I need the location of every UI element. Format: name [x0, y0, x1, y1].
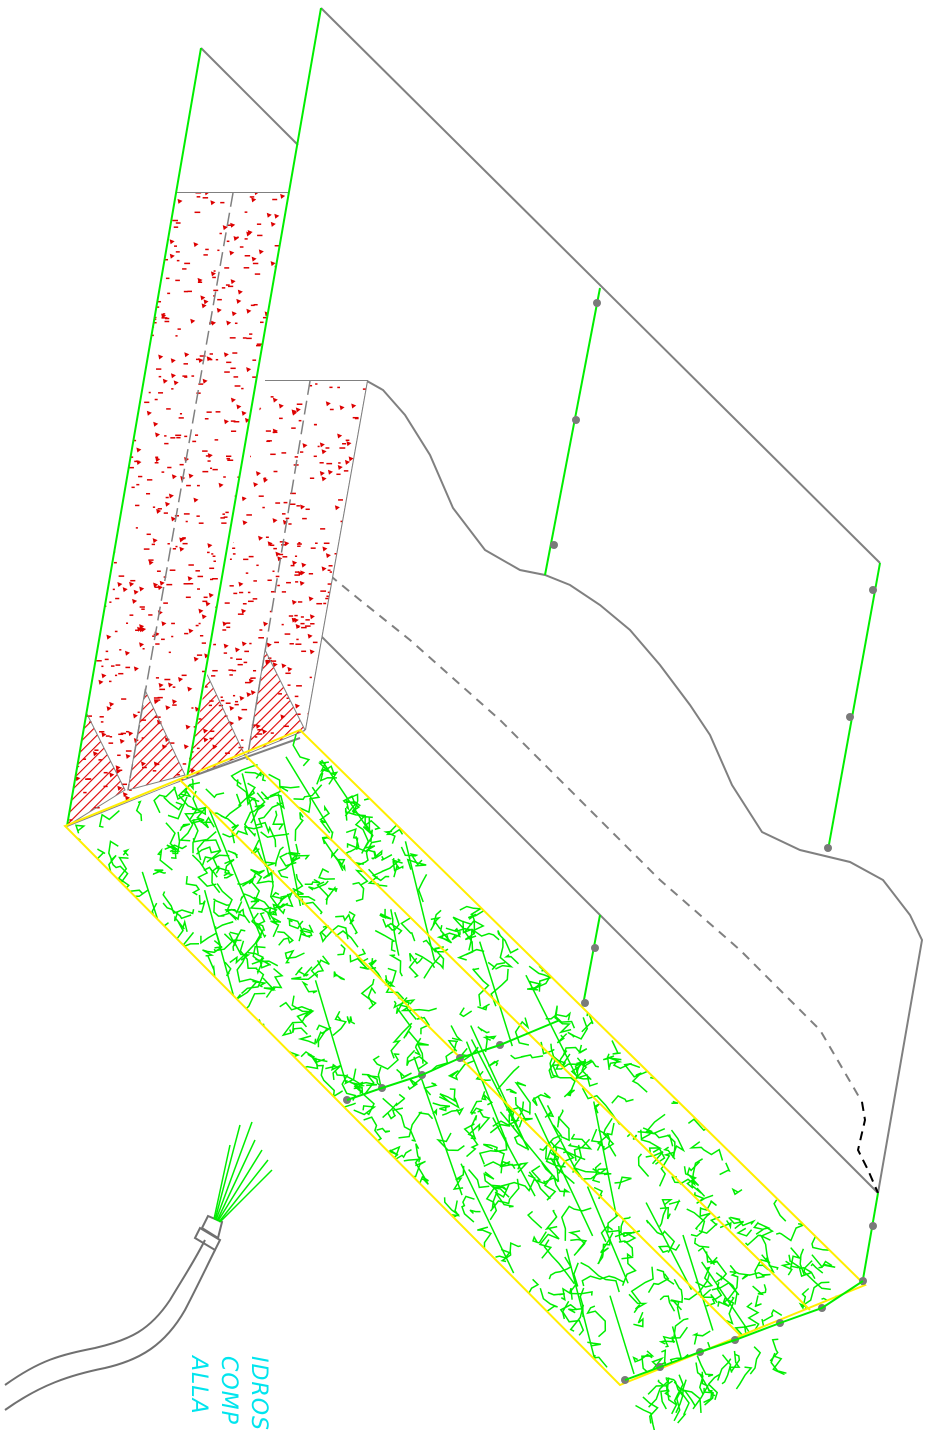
green-line-right	[827, 562, 881, 851]
survey-marker	[824, 844, 832, 852]
vegetation-yellow-border	[63, 728, 867, 1387]
survey-line-bottom	[624, 1280, 864, 1381]
water-hose-icon	[4, 1121, 273, 1411]
green-line-outer	[66, 47, 202, 827]
hatch-triangle	[127, 688, 186, 791]
survey-marker	[846, 713, 854, 721]
annotation-line-1: IDROS	[246, 1356, 271, 1430]
survey-marker	[572, 416, 580, 424]
green-boundaries	[66, 7, 881, 1286]
survey-marker	[593, 299, 601, 307]
survey-markers	[343, 299, 877, 1384]
vegetation-zone	[63, 728, 867, 1430]
strip-dividers	[127, 192, 311, 791]
survey-marker	[581, 999, 589, 1007]
survey-marker	[550, 541, 558, 549]
annotation-line-2: COMP	[216, 1356, 241, 1425]
green-line-right-low	[861, 1192, 879, 1286]
terrain-boundary	[366, 380, 924, 1194]
green-line-center	[582, 914, 601, 1006]
outer-boundary-left	[200, 47, 299, 146]
annotation-line-3: ALLA	[186, 1354, 211, 1415]
dashed-boundary-black	[856, 1101, 879, 1194]
survey-marker	[869, 1222, 877, 1230]
dashed-boundary-grey	[304, 554, 863, 1103]
survey-line	[346, 1019, 561, 1101]
green-line-mid	[544, 287, 601, 576]
outer-boundary-top	[320, 7, 881, 564]
survey-marker	[869, 586, 877, 594]
diagonal-boundary	[316, 631, 879, 1194]
annotation-text: IDROS COMP ALLA	[186, 1354, 271, 1430]
green-line-inner	[186, 7, 322, 779]
survey-marker	[591, 944, 599, 952]
